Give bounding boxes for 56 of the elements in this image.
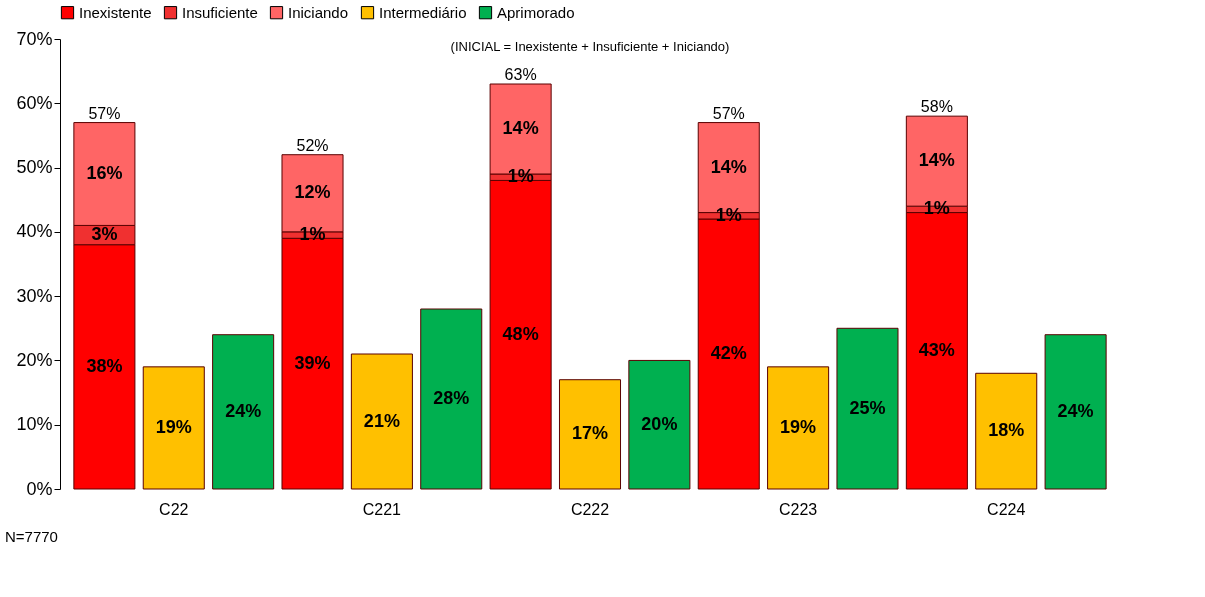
total-label: 57% — [88, 104, 121, 122]
y-tick-label: 30% — [16, 285, 53, 306]
y-tick-label: 60% — [16, 92, 53, 113]
data-label: 14% — [918, 150, 955, 171]
legend-label: Aprimorado — [497, 3, 575, 21]
bar — [420, 308, 483, 490]
x-tick-label: C224 — [987, 500, 1026, 518]
y-tick-label: 70% — [16, 28, 53, 49]
data-label: 39% — [294, 352, 331, 373]
y-tick-label: 20% — [16, 349, 53, 370]
total-label: 52% — [296, 136, 329, 154]
x-tick-label: C223 — [778, 500, 818, 518]
data-label: 18% — [988, 420, 1025, 441]
data-label: 24% — [1057, 400, 1094, 421]
data-label: 28% — [433, 388, 470, 408]
legend-label: Iniciando — [288, 3, 349, 21]
bar — [1044, 334, 1107, 490]
y-tick-label: 10% — [16, 414, 53, 435]
bar — [767, 366, 830, 490]
total-label: 63% — [504, 66, 537, 83]
annotation: (INICIAL = Inexistente + Insuficiente + Iniciando) — [450, 39, 730, 54]
data-label: 17% — [571, 423, 609, 444]
data-label: 20% — [641, 413, 678, 434]
legend-label: Inexistente — [79, 3, 152, 21]
data-label: 24% — [225, 400, 262, 421]
bar — [142, 366, 205, 490]
data-label: 38% — [86, 355, 123, 376]
data-label: 3% — [91, 224, 118, 245]
bar — [836, 327, 899, 490]
data-label: 19% — [155, 416, 192, 437]
x-tick-label: C22 — [159, 500, 189, 518]
x-tick-label: C222 — [570, 500, 610, 518]
data-label: 42% — [710, 343, 747, 363]
y-tick-label: 0% — [26, 478, 53, 499]
data-label: 12% — [294, 182, 331, 203]
data-label: 25% — [849, 397, 886, 418]
data-label: 14% — [502, 118, 539, 138]
legend-label: Insuficiente — [182, 3, 258, 21]
bar — [975, 372, 1038, 490]
data-label: 19% — [780, 416, 817, 437]
bar — [212, 334, 275, 490]
bar — [558, 379, 622, 490]
legend-label: Intermediário — [379, 3, 467, 21]
data-label: 48% — [502, 323, 539, 344]
data-label: 14% — [710, 156, 747, 177]
bar — [628, 359, 691, 490]
text: N=7770 — [5, 528, 58, 545]
data-label: 16% — [86, 163, 123, 183]
data-label: 21% — [363, 410, 400, 431]
y-tick-label: 40% — [16, 221, 53, 242]
data-label: 43% — [918, 339, 955, 360]
total-label: 58% — [920, 98, 953, 116]
y-tick-label: 50% — [16, 157, 53, 178]
bar — [350, 353, 413, 490]
total-label: 57% — [712, 104, 745, 122]
x-tick-label: C221 — [362, 500, 402, 518]
